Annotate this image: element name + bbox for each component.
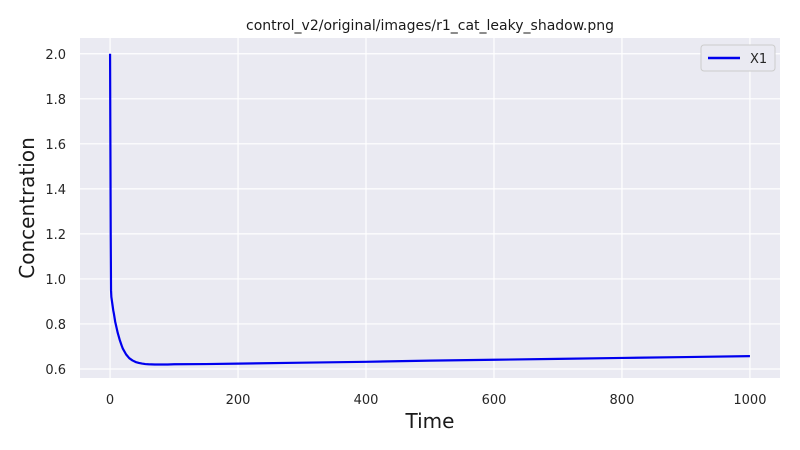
x-tick-label: 400 — [354, 393, 379, 408]
x-tick-label: 600 — [482, 393, 507, 408]
chart-title: control_v2/original/images/r1_cat_leaky_… — [246, 18, 614, 34]
x-axis-ticks: 0 200 400 600 800 1000 — [106, 393, 767, 408]
plot-area — [80, 38, 780, 378]
y-tick-label: 1.0 — [45, 273, 66, 288]
x-tick-label: 0 — [106, 393, 114, 408]
series-layer — [108, 53, 750, 366]
x-tick-label: 1000 — [733, 393, 766, 408]
grid-lines — [80, 38, 780, 378]
legend-label-x1: X1 — [750, 52, 767, 67]
y-tick-label: 0.8 — [45, 318, 66, 333]
y-axis-ticks: 0.6 0.8 1.0 1.2 1.4 1.6 1.8 2.0 — [45, 48, 66, 378]
y-tick-label: 1.4 — [45, 183, 66, 198]
y-axis-label: Concentration — [15, 137, 39, 278]
x-axis-label: Time — [405, 409, 455, 433]
x-tick-label: 800 — [610, 393, 635, 408]
series-line-x1 — [108, 53, 750, 366]
y-tick-label: 1.2 — [45, 228, 66, 243]
y-tick-label: 0.6 — [45, 363, 66, 378]
legend: X1 — [700, 44, 776, 72]
y-tick-label: 2.0 — [45, 48, 66, 63]
y-tick-label: 1.6 — [45, 138, 66, 153]
x-tick-label: 200 — [226, 393, 251, 408]
y-tick-label: 1.8 — [45, 93, 66, 108]
